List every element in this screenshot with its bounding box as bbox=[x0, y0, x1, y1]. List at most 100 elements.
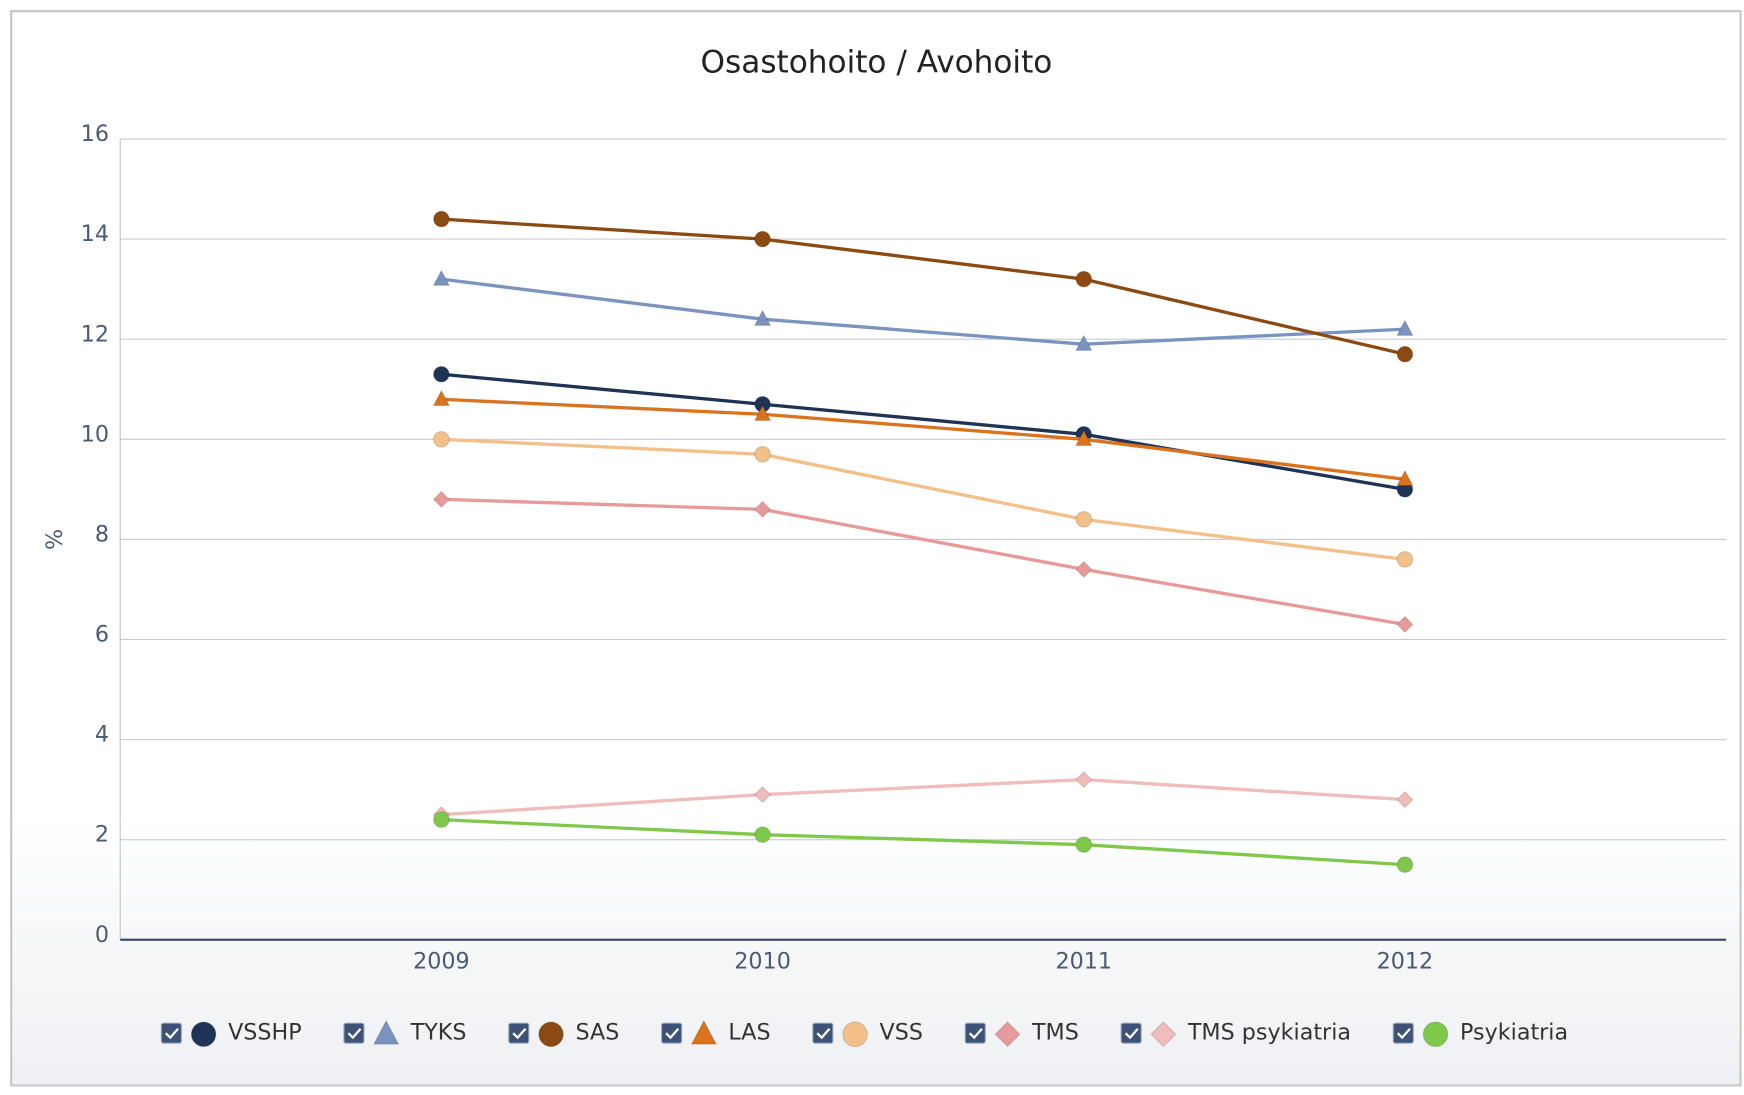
legend-marker bbox=[842, 1021, 868, 1048]
legend-item[interactable]: SAS bbox=[508, 1020, 620, 1048]
data-point bbox=[754, 230, 771, 248]
y-axis-label: % bbox=[42, 529, 68, 550]
data-point bbox=[433, 430, 450, 448]
data-point bbox=[433, 210, 450, 228]
legend-marker bbox=[373, 1019, 400, 1045]
legend-marker bbox=[538, 1021, 564, 1048]
chart-frame bbox=[10, 10, 1742, 1087]
checkmark bbox=[816, 1027, 831, 1040]
checkmark bbox=[165, 1027, 179, 1040]
checkmark bbox=[1396, 1027, 1411, 1040]
series bbox=[432, 389, 1414, 487]
data-point bbox=[753, 309, 772, 326]
data-point bbox=[1075, 429, 1093, 447]
legend-checkbox[interactable] bbox=[1392, 1022, 1414, 1044]
y-tick-label: 12 bbox=[81, 321, 109, 347]
legend-item[interactable]: Psykiatria bbox=[1392, 1020, 1568, 1048]
data-point bbox=[432, 490, 450, 508]
series bbox=[432, 269, 1414, 351]
series-line bbox=[441, 277, 1406, 346]
series bbox=[433, 811, 1414, 874]
series bbox=[432, 490, 1414, 634]
legend-label[interactable]: SAS bbox=[575, 1020, 619, 1046]
legend-marker bbox=[1422, 1021, 1449, 1048]
data-point bbox=[753, 404, 772, 422]
legend-checkbox[interactable] bbox=[964, 1022, 986, 1044]
data-point bbox=[1396, 551, 1414, 568]
legend-label[interactable]: TMS bbox=[1031, 1020, 1079, 1046]
y-tick-label: 14 bbox=[81, 221, 109, 247]
series bbox=[432, 771, 1414, 824]
legend-item[interactable]: TMS bbox=[964, 1020, 1079, 1048]
legend-item[interactable]: VSS bbox=[812, 1020, 923, 1048]
legend-label[interactable]: LAS bbox=[728, 1020, 770, 1046]
legend-label[interactable]: Psykiatria bbox=[1460, 1020, 1568, 1046]
y-tick-label: 2 bbox=[95, 822, 109, 848]
data-point bbox=[1075, 334, 1093, 351]
y-tick-label: 0 bbox=[95, 922, 109, 948]
x-tick-label: 2009 bbox=[413, 948, 470, 974]
y-tick-label: 4 bbox=[95, 722, 109, 748]
series-line bbox=[441, 437, 1406, 562]
legend-item[interactable]: TYKS bbox=[343, 1019, 467, 1046]
data-point bbox=[1075, 771, 1093, 789]
data-point bbox=[1396, 469, 1414, 487]
data-point bbox=[1075, 511, 1093, 528]
legend-item[interactable]: LAS bbox=[661, 1019, 771, 1046]
data-point bbox=[1396, 856, 1414, 874]
legend-marker bbox=[994, 1021, 1021, 1048]
legend-label[interactable]: TMS psykiatria bbox=[1187, 1020, 1351, 1046]
y-tick-label: 10 bbox=[81, 421, 109, 447]
series-line bbox=[441, 217, 1406, 356]
series-line bbox=[441, 397, 1406, 481]
checkmark bbox=[968, 1027, 983, 1040]
data-point bbox=[432, 389, 451, 407]
x-tick-label: 2011 bbox=[1055, 948, 1112, 974]
legend-checkbox[interactable] bbox=[1120, 1022, 1142, 1044]
data-point bbox=[1075, 270, 1093, 288]
data-point bbox=[1396, 319, 1414, 336]
legend-item[interactable]: VSSHP bbox=[160, 1020, 302, 1048]
series-line bbox=[441, 817, 1406, 867]
data-point bbox=[1396, 615, 1414, 634]
series bbox=[433, 210, 1414, 363]
data-point bbox=[754, 445, 771, 463]
series bbox=[433, 430, 1414, 568]
data-point bbox=[753, 786, 772, 804]
legend-label[interactable]: VSS bbox=[880, 1020, 923, 1046]
x-tick-label: 2012 bbox=[1377, 948, 1434, 974]
y-tick-label: 6 bbox=[95, 622, 109, 648]
data-point bbox=[433, 811, 450, 828]
legend-checkbox[interactable] bbox=[160, 1022, 182, 1044]
legend-checkbox[interactable] bbox=[343, 1022, 365, 1044]
legend-marker bbox=[690, 1019, 718, 1045]
data-point bbox=[1396, 345, 1414, 363]
checkmark bbox=[347, 1027, 362, 1040]
data-point bbox=[1075, 836, 1093, 854]
y-tick-label: 16 bbox=[81, 121, 109, 147]
checkmark bbox=[512, 1027, 527, 1040]
legend-marker bbox=[190, 1021, 217, 1048]
legend-label[interactable]: TYKS bbox=[410, 1020, 467, 1046]
data-point bbox=[754, 826, 771, 843]
series-line bbox=[441, 372, 1406, 491]
legend-label[interactable]: VSSHP bbox=[228, 1020, 302, 1046]
legend-checkbox[interactable] bbox=[661, 1022, 683, 1044]
x-tick-label: 2010 bbox=[734, 948, 791, 974]
legend-checkbox[interactable] bbox=[508, 1022, 530, 1044]
data-point bbox=[753, 500, 772, 518]
checkmark bbox=[665, 1027, 680, 1040]
y-tick-label: 8 bbox=[95, 521, 109, 547]
chart-title: Osastohoito / Avohoito bbox=[701, 44, 1053, 80]
legend-marker bbox=[1150, 1021, 1177, 1048]
data-point bbox=[1396, 791, 1414, 809]
legend-item[interactable]: TMS psykiatria bbox=[1120, 1020, 1351, 1048]
legend-checkbox[interactable] bbox=[812, 1022, 834, 1044]
series-line bbox=[441, 497, 1406, 627]
checkmark bbox=[1124, 1027, 1139, 1040]
data-point bbox=[432, 269, 451, 286]
series-line bbox=[441, 777, 1406, 817]
data-point bbox=[433, 365, 450, 383]
